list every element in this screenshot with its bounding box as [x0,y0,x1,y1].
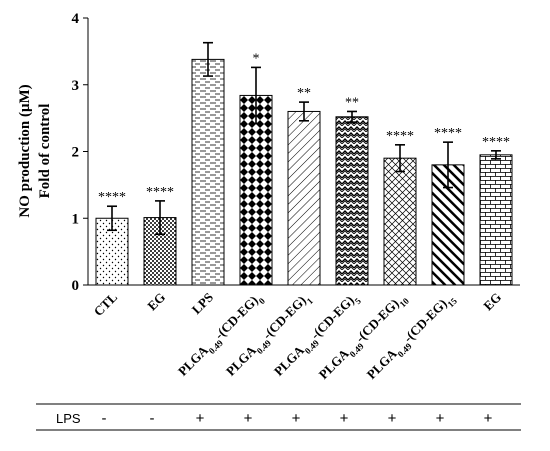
y-tick-label: 0 [72,278,80,294]
y-tick-label: 4 [72,11,80,27]
bar [143,217,177,286]
bar [335,116,369,286]
bar [383,157,417,286]
x-tick-label: CTL [91,289,121,319]
lps-cell: + [436,410,445,427]
lps-cell: + [484,410,493,427]
x-tick-label-main: LPS [189,290,216,317]
y-axis-label-line-2: Fold of control [37,104,53,199]
lps-cell: + [340,410,349,427]
lps-cell: + [244,410,253,427]
x-tick-label-main: EG [144,290,168,314]
x-tick-label-mid: -(CD-EG) [260,293,309,342]
x-tick-label-main: PLGA [316,345,353,382]
lps-cell: + [388,410,397,427]
significance-label: **** [434,126,462,141]
lps-cell: - [150,410,155,427]
y-axis-label-line-1: NO production (μM) [17,84,33,217]
significance-label: **** [98,190,126,205]
x-tick-label: PLGA0.49-(CD-EG)5 [271,289,363,381]
x-tick-label: PLGA0.49-(CD-EG)15 [364,289,460,385]
y-tick-label: 1 [72,211,80,227]
bar [287,110,321,286]
significance-label: ** [345,95,359,110]
bars: **** ************* ******** [95,41,513,286]
y-axis-label: NO production (μM) Fold of control [17,84,53,217]
x-tick-label-main: EG [480,290,504,314]
y-tick-label: 3 [72,78,80,94]
significance-label: **** [482,135,510,150]
x-tick-label-subscript: 1 [305,296,316,307]
lps-cell: + [292,410,301,427]
x-tick-label: PLGA0.49-(CD-EG)0 [175,289,267,381]
significance-label: ** [297,86,311,101]
x-tick-label: EG [480,290,504,314]
x-tick-label-main: PLGA [271,342,308,379]
x-tick-label-mid: -(CD-EG) [308,293,357,342]
x-tick-label-subscript: 5 [353,296,364,307]
y-tick-label: 2 [72,145,80,161]
x-tick-label-main: CTL [91,289,121,319]
significance-label: * [253,51,260,66]
lps-cell: - [102,410,107,427]
x-tick-label: PLGA0.49-(CD-EG)1 [223,289,315,381]
x-tick-label-main: PLGA [364,345,401,382]
x-tick-label-mid: -(CD-EG) [212,293,261,342]
bar [239,94,273,286]
significance-label: **** [146,185,174,200]
significance-label: **** [386,129,414,144]
lps-cell: + [196,410,205,427]
x-tick-label-main: PLGA [175,342,212,379]
x-tick-label: LPS [189,290,216,317]
bar [191,58,225,286]
x-tick-label-subscript: 0 [257,296,268,307]
lps-row-label: LPS [56,411,81,426]
bar [479,154,513,286]
x-tick-label: EG [144,290,168,314]
x-tick-label-main: PLGA [223,342,260,379]
x-tick-labels: CTL EG LPSPLGA0.49-(CD-EG)0PLGA0.49-(CD-EG… [91,289,505,385]
lps-table: LPS - - + + + + + + + [36,403,521,431]
